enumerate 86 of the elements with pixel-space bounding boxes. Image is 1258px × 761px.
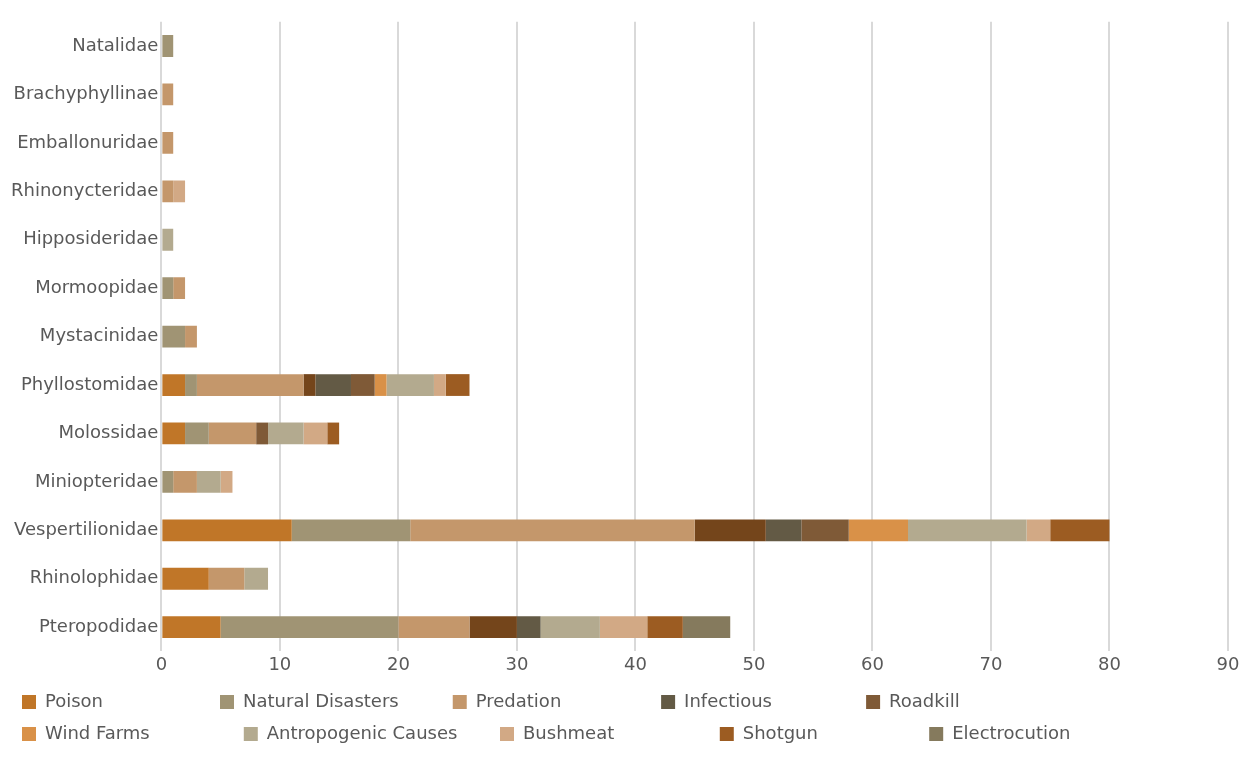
bar <box>173 180 186 203</box>
bar <box>162 228 174 251</box>
y-tick-label: Rhinonycteridae <box>11 178 159 200</box>
bar <box>801 519 849 542</box>
legend-label: Roadkill <box>889 689 1052 711</box>
bar <box>162 616 221 639</box>
bar <box>162 83 174 106</box>
y-tick-label: Phyllostomidae <box>20 372 159 394</box>
x-tick-label: 50 <box>742 652 766 674</box>
legend-label: Infectious <box>684 689 853 711</box>
bar <box>162 180 174 203</box>
bar <box>162 519 292 542</box>
x-tick-label: 30 <box>505 652 529 674</box>
x-tick-label: 40 <box>623 652 647 674</box>
bar <box>848 519 909 542</box>
legend-label: Predation <box>475 689 648 711</box>
bar <box>469 616 517 639</box>
bar <box>765 519 802 542</box>
bar <box>398 616 470 639</box>
x-tick-label: 60 <box>861 652 884 674</box>
bar <box>185 374 197 396</box>
bar <box>162 471 174 493</box>
x-tick-label: 0 <box>155 652 168 674</box>
x-tick-label: 70 <box>979 652 1003 674</box>
bar <box>162 325 186 348</box>
bar <box>162 374 186 396</box>
bar <box>350 374 375 396</box>
bar <box>1026 519 1051 542</box>
bar <box>303 374 316 396</box>
bar <box>410 519 695 542</box>
y-tick-label: Rhinolophidae <box>29 566 159 588</box>
legend-label: Poison <box>45 689 207 711</box>
bar <box>599 616 648 639</box>
y-tick-label: Molossidae <box>58 421 159 443</box>
bar <box>185 422 209 445</box>
bar <box>445 374 470 396</box>
x-tick-label: 20 <box>386 652 410 674</box>
legend-label: Natural Disasters <box>243 689 439 711</box>
y-tick-label: Miniopteridae <box>34 469 159 491</box>
bar <box>374 374 387 396</box>
bar <box>208 567 245 590</box>
bar <box>291 519 411 542</box>
bar <box>303 422 328 445</box>
bar <box>162 422 186 445</box>
bar <box>173 471 197 493</box>
x-tick-label: 80 <box>1098 652 1121 674</box>
legend-label: Antropogenic Causes <box>266 721 487 743</box>
bar <box>256 422 269 445</box>
bar <box>268 422 304 445</box>
y-tick-label: Emballonuridae <box>17 130 159 152</box>
legend-label: Shotgun <box>742 721 916 743</box>
y-tick-label: Hipposideridae <box>23 227 159 249</box>
bar <box>220 471 233 493</box>
y-tick-label: Mormoopidae <box>35 275 159 297</box>
bar <box>647 616 683 639</box>
bar <box>220 616 399 639</box>
legend-label: Wind Farms <box>45 721 230 743</box>
bar <box>327 422 340 445</box>
bar <box>173 277 186 300</box>
bar <box>908 519 1027 542</box>
bar <box>196 471 221 493</box>
bar <box>162 35 174 57</box>
bar <box>196 374 304 396</box>
y-tick-label: Vespertilionidae <box>14 517 159 539</box>
bar <box>162 567 209 590</box>
bar <box>208 422 257 445</box>
legend-label: Bushmeat <box>523 721 706 743</box>
bar <box>682 616 731 639</box>
bar <box>386 374 434 396</box>
bar <box>162 277 174 300</box>
y-tick-label: Mystacinidae <box>39 324 159 346</box>
bar <box>244 567 269 590</box>
bar <box>516 616 541 639</box>
bar <box>694 519 766 542</box>
x-tick-label: 10 <box>268 652 292 674</box>
bar <box>433 374 446 396</box>
y-tick-label: Natalidae <box>72 33 159 55</box>
bar <box>1050 519 1110 542</box>
bar <box>162 131 174 154</box>
bar <box>315 374 351 396</box>
bar <box>185 325 197 348</box>
y-tick-label: Brachyphyllinae <box>13 82 159 104</box>
y-tick-label: Pteropodidae <box>38 614 159 636</box>
bar <box>540 616 600 639</box>
legend-label: Electrocution <box>952 721 1134 743</box>
x-tick-label: 90 <box>1216 652 1240 674</box>
